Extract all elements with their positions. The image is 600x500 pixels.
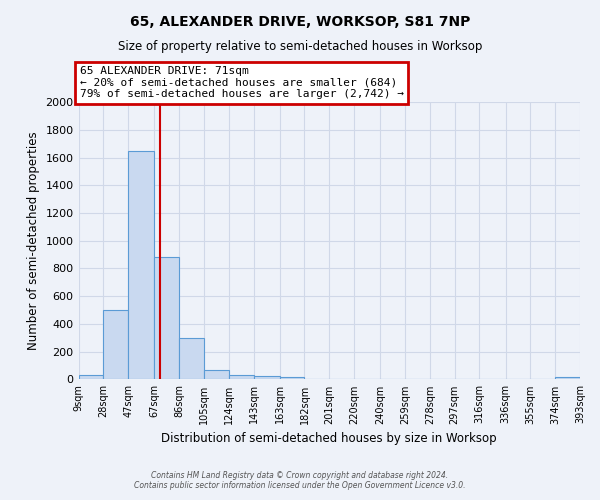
Y-axis label: Number of semi-detached properties: Number of semi-detached properties	[27, 132, 40, 350]
Bar	[254, 376, 280, 380]
Text: 65 ALEXANDER DRIVE: 71sqm
← 20% of semi-detached houses are smaller (684)
79% of: 65 ALEXANDER DRIVE: 71sqm ← 20% of semi-…	[80, 66, 404, 100]
Bar	[204, 370, 229, 380]
X-axis label: Distribution of semi-detached houses by size in Worksop: Distribution of semi-detached houses by …	[161, 432, 497, 445]
Bar	[179, 338, 204, 380]
Bar	[79, 376, 103, 380]
Bar	[154, 258, 179, 380]
Text: Size of property relative to semi-detached houses in Worksop: Size of property relative to semi-detach…	[118, 40, 482, 53]
Bar	[103, 310, 128, 380]
Bar	[229, 374, 254, 380]
Bar	[280, 378, 304, 380]
Text: 65, ALEXANDER DRIVE, WORKSOP, S81 7NP: 65, ALEXANDER DRIVE, WORKSOP, S81 7NP	[130, 15, 470, 29]
Text: Contains HM Land Registry data © Crown copyright and database right 2024.
Contai: Contains HM Land Registry data © Crown c…	[134, 470, 466, 490]
Bar	[128, 150, 154, 380]
Bar	[555, 378, 580, 380]
